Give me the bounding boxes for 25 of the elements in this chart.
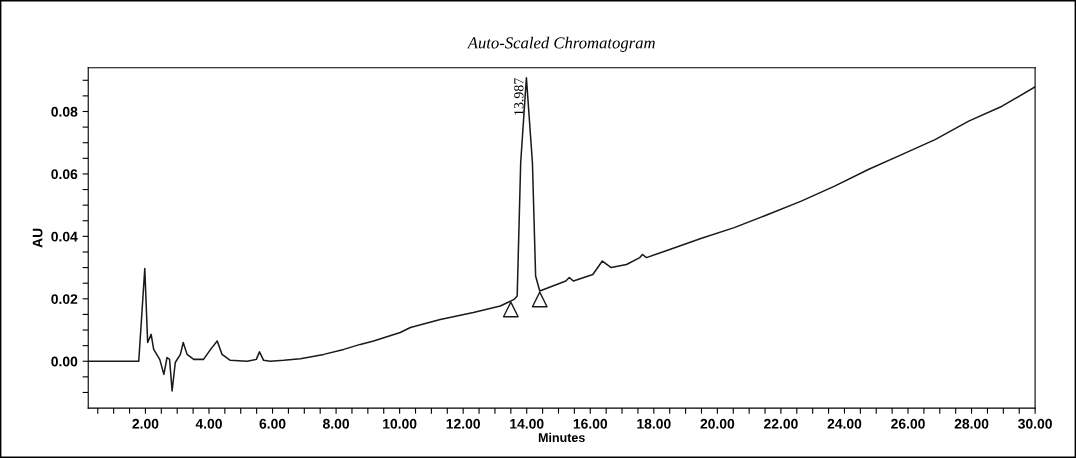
x-axis-title: Minutes (538, 432, 585, 443)
x-tick-label: 2.00 (132, 418, 159, 429)
x-tick-label: 10.00 (383, 418, 417, 429)
x-tick-label: 30.00 (1018, 418, 1052, 429)
x-tick-label: 26.00 (891, 418, 925, 429)
x-tick-label: 28.00 (954, 418, 989, 429)
y-tick-label: 0.00 (51, 356, 78, 367)
y-tick-label: 0.06 (51, 169, 78, 180)
y-tick-label: 0.04 (51, 231, 78, 242)
line-series (88, 77, 1036, 392)
x-tick-label: 22.00 (764, 418, 798, 429)
x-tick-label: 6.00 (259, 418, 286, 429)
x-tick-label: 16.00 (573, 418, 608, 429)
x-tick-label: 14.00 (510, 418, 544, 429)
y-axis-title: AU (32, 228, 43, 248)
x-tick-label: 24.00 (827, 418, 862, 429)
x-tick-label: 4.00 (195, 418, 222, 429)
annotation: 13.987 (514, 78, 524, 115)
chart-title: Auto-Scaled Chromatogram (466, 36, 655, 52)
x-tick-label: 12.00 (446, 418, 480, 429)
x-tick-label: 8.00 (323, 418, 350, 429)
x-tick-label: 20.00 (700, 418, 735, 429)
x-tick-label: 18.00 (637, 418, 671, 429)
y-tick-label: 0.02 (51, 294, 78, 304)
y-tick-label: 0.08 (51, 106, 78, 117)
